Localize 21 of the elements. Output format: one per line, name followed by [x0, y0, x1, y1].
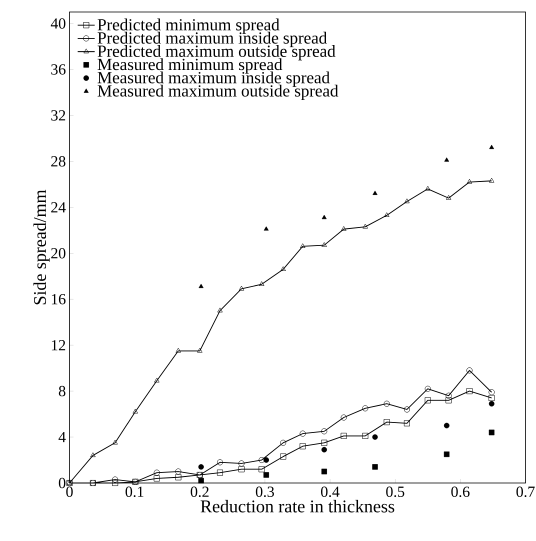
x-tick-label: 0.2 — [190, 486, 209, 498]
y-tick-label: 8 — [58, 386, 66, 396]
y-tick-label: 24 — [51, 202, 66, 212]
x-tick-label: 0.6 — [451, 486, 470, 498]
y-tick-label: 16 — [52, 294, 66, 304]
y-tick-label: 4 — [58, 432, 66, 442]
y-tick-label: 32 — [51, 110, 66, 121]
y-tick-label: 0 — [58, 478, 66, 488]
x-tick-label: 0.3 — [256, 486, 274, 498]
x-tick-label: 0.4 — [321, 486, 340, 498]
y-tick-label: 40 — [50, 18, 66, 29]
y-tick-label: 36 — [51, 64, 66, 75]
y-tick-label: 28 — [51, 156, 66, 167]
x-tick-label: 0.7 — [516, 486, 535, 498]
x-tick-label: 0 — [66, 486, 73, 497]
y-tick-label: 12 — [52, 340, 66, 350]
x-tick-label: 0.1 — [126, 486, 144, 498]
x-axis-title: Reduction rate in thickness — [200, 500, 394, 512]
y-tick-label: 20 — [51, 248, 66, 258]
y-axis-title: Side spread/mm — [33, 190, 50, 304]
x-tick-label: 0.5 — [386, 486, 404, 498]
